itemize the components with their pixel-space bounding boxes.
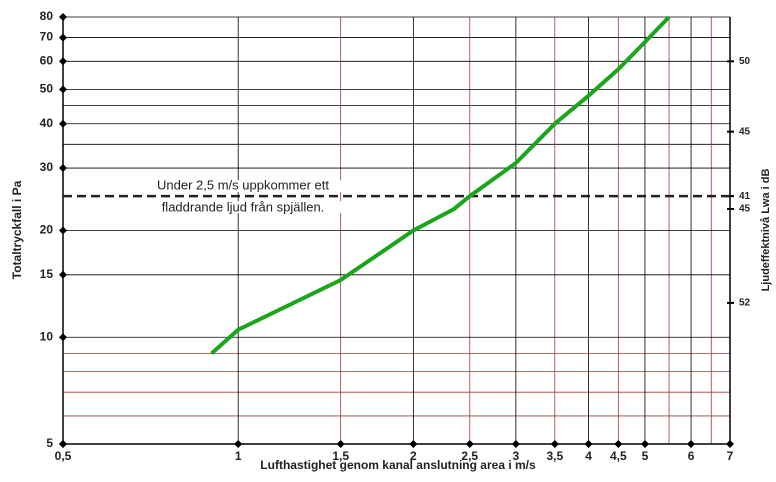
y-tick-label: 30 [40,160,54,174]
x-tick-label: 2 [410,449,417,463]
y-tick-label: 15 [40,267,54,281]
x-tick-label: 3,5 [546,449,563,463]
x-axis-title: Lufthastighet genom kanal anslutning are… [260,458,536,472]
y2-tick-label: 41 [739,191,751,202]
y2-tick-label: 52 [739,298,751,309]
y2-tick-label: 45 [739,126,751,137]
annotation: Under 2,5 m/s uppkommer ett [157,178,329,193]
x-tick-label: 4 [585,449,592,463]
y2-tick-label: 45 [739,204,751,215]
y2-axis-title: Ljudeffektnivå Lwa i dB [760,169,772,292]
y-tick-label: 40 [40,116,54,130]
y-tick-label: 60 [40,53,54,67]
y2-tick-label: 50 [739,56,751,67]
x-tick-label: 3 [513,449,520,463]
y-tick-label: 70 [40,30,54,44]
y-axis-title: Totaltryckfall i Pa [10,180,24,279]
x-tick-label: 5 [642,449,649,463]
x-tick-label: 6 [688,449,695,463]
y-tick-label: 5 [46,436,53,450]
x-tick-label: 2,5 [461,449,478,463]
x-tick-label: 7 [727,449,734,463]
x-tick-label: 1,5 [332,449,349,463]
y-tick-label: 50 [40,82,54,96]
y-tick-label: 20 [40,223,54,237]
x-tick-label: 0,5 [55,449,72,463]
note-bg [140,201,355,214]
data-line [210,15,671,355]
note-bg [130,180,355,193]
x-tick-label: 4,5 [610,449,627,463]
annotation: fladdrande ljud från spjällen. [162,200,325,215]
y-tick-label: 10 [40,329,54,343]
x-tick-label: 1 [235,449,242,463]
y-tick-label: 80 [40,9,54,23]
